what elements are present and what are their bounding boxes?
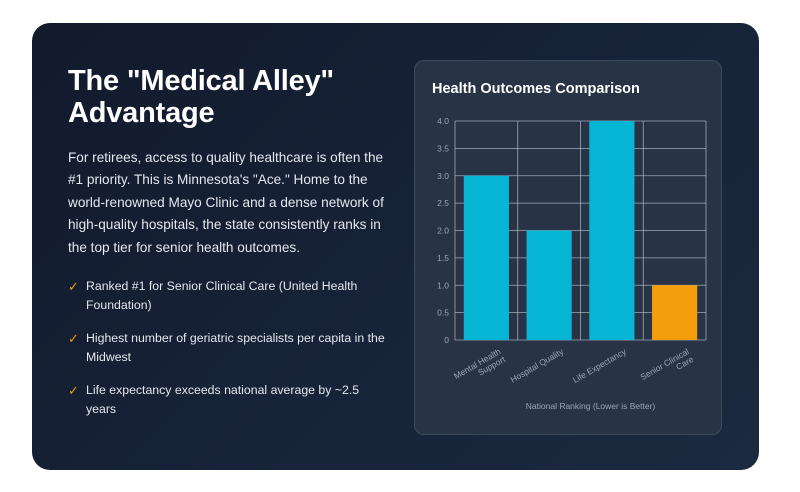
benefit-text: Ranked #1 for Senior Clinical Care (Unit… [86,279,358,313]
list-item: ✓ Life expectancy exceeds national avera… [68,381,386,419]
benefit-text: Life expectancy exceeds national average… [86,383,360,417]
checkmark-icon: ✓ [68,279,79,295]
bar-3 [589,121,635,340]
x-tick-label-line: Life Expectancy [571,346,629,385]
list-item: ✓ Highest number of geriatric specialist… [68,329,386,367]
y-tick-label: 0.5 [437,308,449,318]
list-item: ✓ Ranked #1 for Senior Clinical Care (Un… [68,277,386,315]
x-tick-label-line: Hospital Quality [509,346,566,385]
bar-4 [652,285,698,340]
x-axis-label: National Ranking (Lower is Better) [526,401,656,411]
content-column: The "Medical Alley" Advantage For retire… [68,65,386,433]
y-tick-label: 1.5 [437,253,449,263]
x-tick-label: Life Expectancy [571,346,629,385]
y-tick-label: 2.5 [437,198,449,208]
description-paragraph: For retirees, access to quality healthca… [68,150,384,255]
medical-alley-card: The "Medical Alley" Advantage For retire… [32,23,759,470]
bar-2 [526,230,572,340]
checkmark-icon: ✓ [68,331,79,347]
title-line-1: The "Medical Alley" [68,65,334,97]
benefit-text: Highest number of geriatric specialists … [86,331,385,365]
checkmark-icon: ✓ [68,383,79,399]
y-tick-label: 3.5 [437,143,449,153]
benefits-list: ✓ Ranked #1 for Senior Clinical Care (Un… [68,277,386,419]
title-line-2: Advantage [68,97,215,129]
y-tick-label: 0 [444,335,449,345]
y-tick-label: 2.0 [437,226,449,236]
y-tick-label: 4.0 [437,116,449,126]
chart-title: Health Outcomes Comparison [432,81,640,97]
x-tick-label: Hospital Quality [509,346,566,385]
y-tick-label: 3.0 [437,171,449,181]
bar-1 [463,175,509,340]
y-tick-label: 1.0 [437,280,449,290]
bar-chart: 0 0.5 1.0 1.5 2.0 2.5 3.0 3.5 4.0 Mental HealthSu… [437,116,707,411]
section-title: The "Medical Alley" Advantage [68,65,386,129]
chart-panel: 0 0.5 1.0 1.5 2.0 2.5 3.0 3.5 4.0 Mental Health Su… [414,60,722,435]
